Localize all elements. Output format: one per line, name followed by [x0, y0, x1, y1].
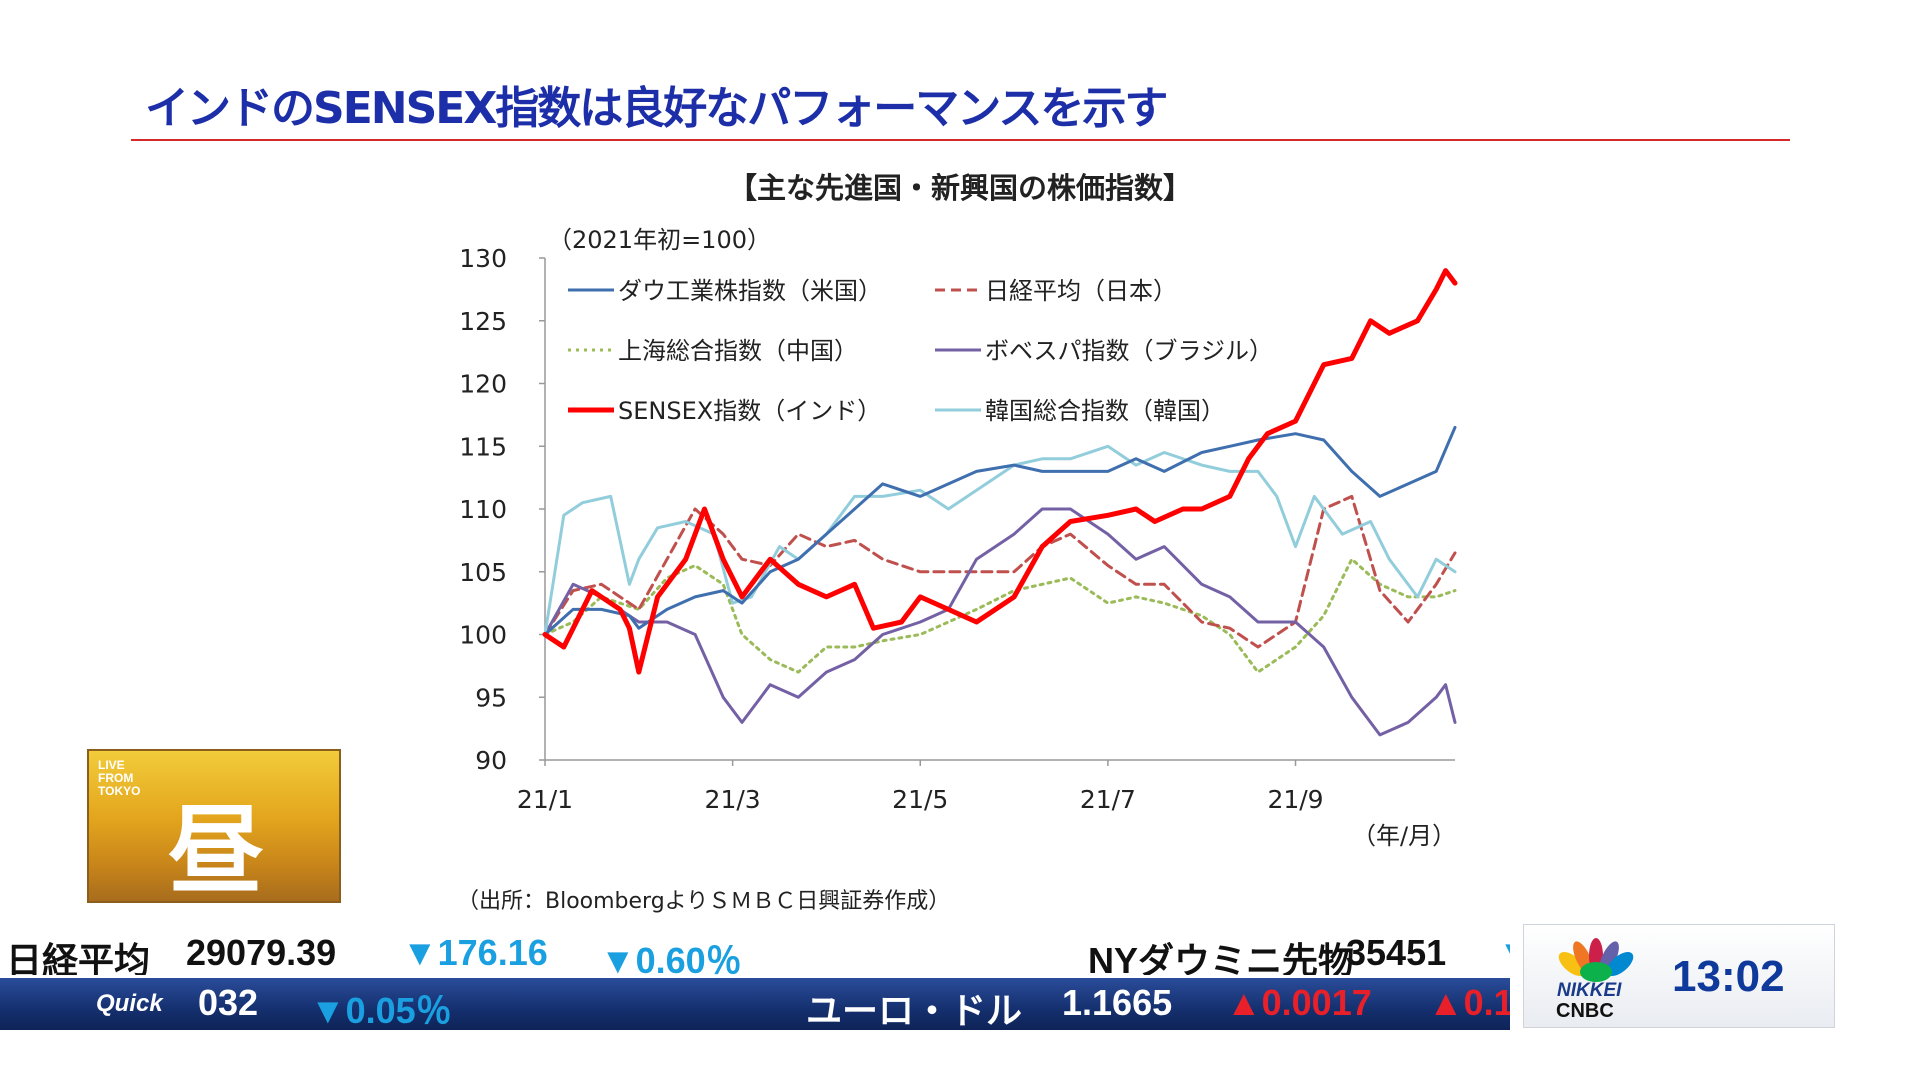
chart-axes	[544, 258, 1455, 761]
x-tick-label: 21/1	[517, 785, 573, 814]
ticker-pct-eurusd: ▲0.1	[1428, 982, 1510, 1023]
y-unit-note: （2021年初=100）	[548, 226, 771, 254]
x-axis-label: （年/月）	[1352, 822, 1456, 850]
x-tick-label: 21/9	[1267, 785, 1323, 814]
ticker-value-dow-futures: 35451	[1346, 932, 1447, 973]
ticker-change-eurusd: ▲0.0017	[1226, 982, 1372, 1023]
badge-kanji: 昼	[168, 795, 264, 907]
title-divider	[131, 139, 1790, 141]
ticker-label-nikkei: 日経平均	[6, 940, 151, 975]
series-line-0	[543, 425, 1457, 636]
peacock-logo-icon	[1558, 938, 1634, 982]
chart-legend: ダウ工業株指数（米国） 日経平均（日本） 上海総合指数（中国） ボベスパ指数（ブラジル…	[568, 277, 1273, 425]
y-tick-label: 100	[459, 621, 507, 650]
slide-title: インドのSENSEX指数は良好なパフォーマンスを示す	[145, 83, 1168, 134]
ticker-label-dow-futures: NYダウミニ先物	[1088, 940, 1355, 975]
y-tick-label: 95	[475, 683, 507, 712]
y-tick-label: 90	[475, 746, 507, 775]
x-tick-label: 21/3	[705, 785, 761, 814]
series-line-1	[543, 494, 1457, 649]
ticker-pct-nikkei: ▼0.60％	[600, 940, 742, 975]
series-line-2	[543, 557, 1457, 674]
chart-svg: 90 95 100 105 110 115 120 125 130 21/1 21/3 21/5 21/…	[459, 226, 1458, 850]
broadcaster-box	[1523, 924, 1835, 1028]
series-line-3	[543, 507, 1457, 737]
legend-label-5: 韓国総合指数（韓国）	[985, 397, 1225, 425]
ticker-label-eurusd: ユーロ・ドル	[806, 990, 1023, 1030]
legend-label-1: 日経平均（日本）	[985, 277, 1177, 305]
broadcast-clock: 13:02	[1672, 952, 1785, 1001]
x-tick-label: 21/7	[1080, 785, 1136, 814]
ticker-value-nikkei: 29079.39	[186, 932, 337, 973]
legend-label-4: SENSEX指数（インド）	[618, 397, 881, 425]
y-tick-label: 130	[459, 244, 507, 273]
legend-label-0: ダウ工業株指数（米国）	[618, 277, 882, 305]
ticker-top: 日経平均 29079.39 ▼176.16 ▼0.60％ NYダウミニ先物 35…	[0, 930, 1510, 975]
quick-logo: Quick	[96, 990, 163, 1017]
live-from-tokyo-badge: LIVE FROM TOKYO 昼	[87, 749, 341, 907]
cnbc-logo-text: CNBC	[1556, 1000, 1614, 1022]
ticker-bottom: Quick 032 ▼0.05％ ユーロ・ドル 1.1665 ▲0.0017 ▲…	[0, 978, 1510, 1030]
y-tick-label: 105	[459, 558, 507, 587]
y-tick-label: 125	[459, 307, 507, 336]
ticker-value-partial: 032	[198, 982, 259, 1023]
ticker-change-nikkei: ▼176.16	[402, 932, 548, 973]
y-tick-label: 120	[459, 370, 507, 399]
nikkei-logo-text: NIKKEI	[1557, 980, 1622, 1001]
chart-ticks: 90 95 100 105 110 115 120 125 130 21/1 21/3 21/5 21/…	[459, 226, 1456, 850]
chart-title: 【主な先進国・新興国の株価指数】	[727, 171, 1192, 205]
series-line-4	[542, 268, 1458, 675]
ticker-pct-partial: ▼0.05％	[310, 990, 452, 1030]
y-tick-label: 115	[459, 432, 507, 461]
x-tick-label: 21/5	[892, 785, 948, 814]
y-tick-label: 110	[459, 495, 507, 524]
source-note: （出所：BloombergよりＳＭＢＣ日興証券作成）	[457, 889, 951, 914]
legend-label-2: 上海総合指数（中国）	[618, 337, 858, 365]
badge-small-text: LIVE FROM TOKYO	[98, 758, 141, 798]
ticker-value-eurusd: 1.1665	[1062, 982, 1173, 1023]
legend-label-3: ボベスパ指数（ブラジル）	[985, 337, 1273, 365]
chart-lines	[542, 268, 1458, 737]
ticker-change-dow-futures: ▼	[1498, 932, 1510, 974]
series-line-5	[543, 444, 1457, 636]
